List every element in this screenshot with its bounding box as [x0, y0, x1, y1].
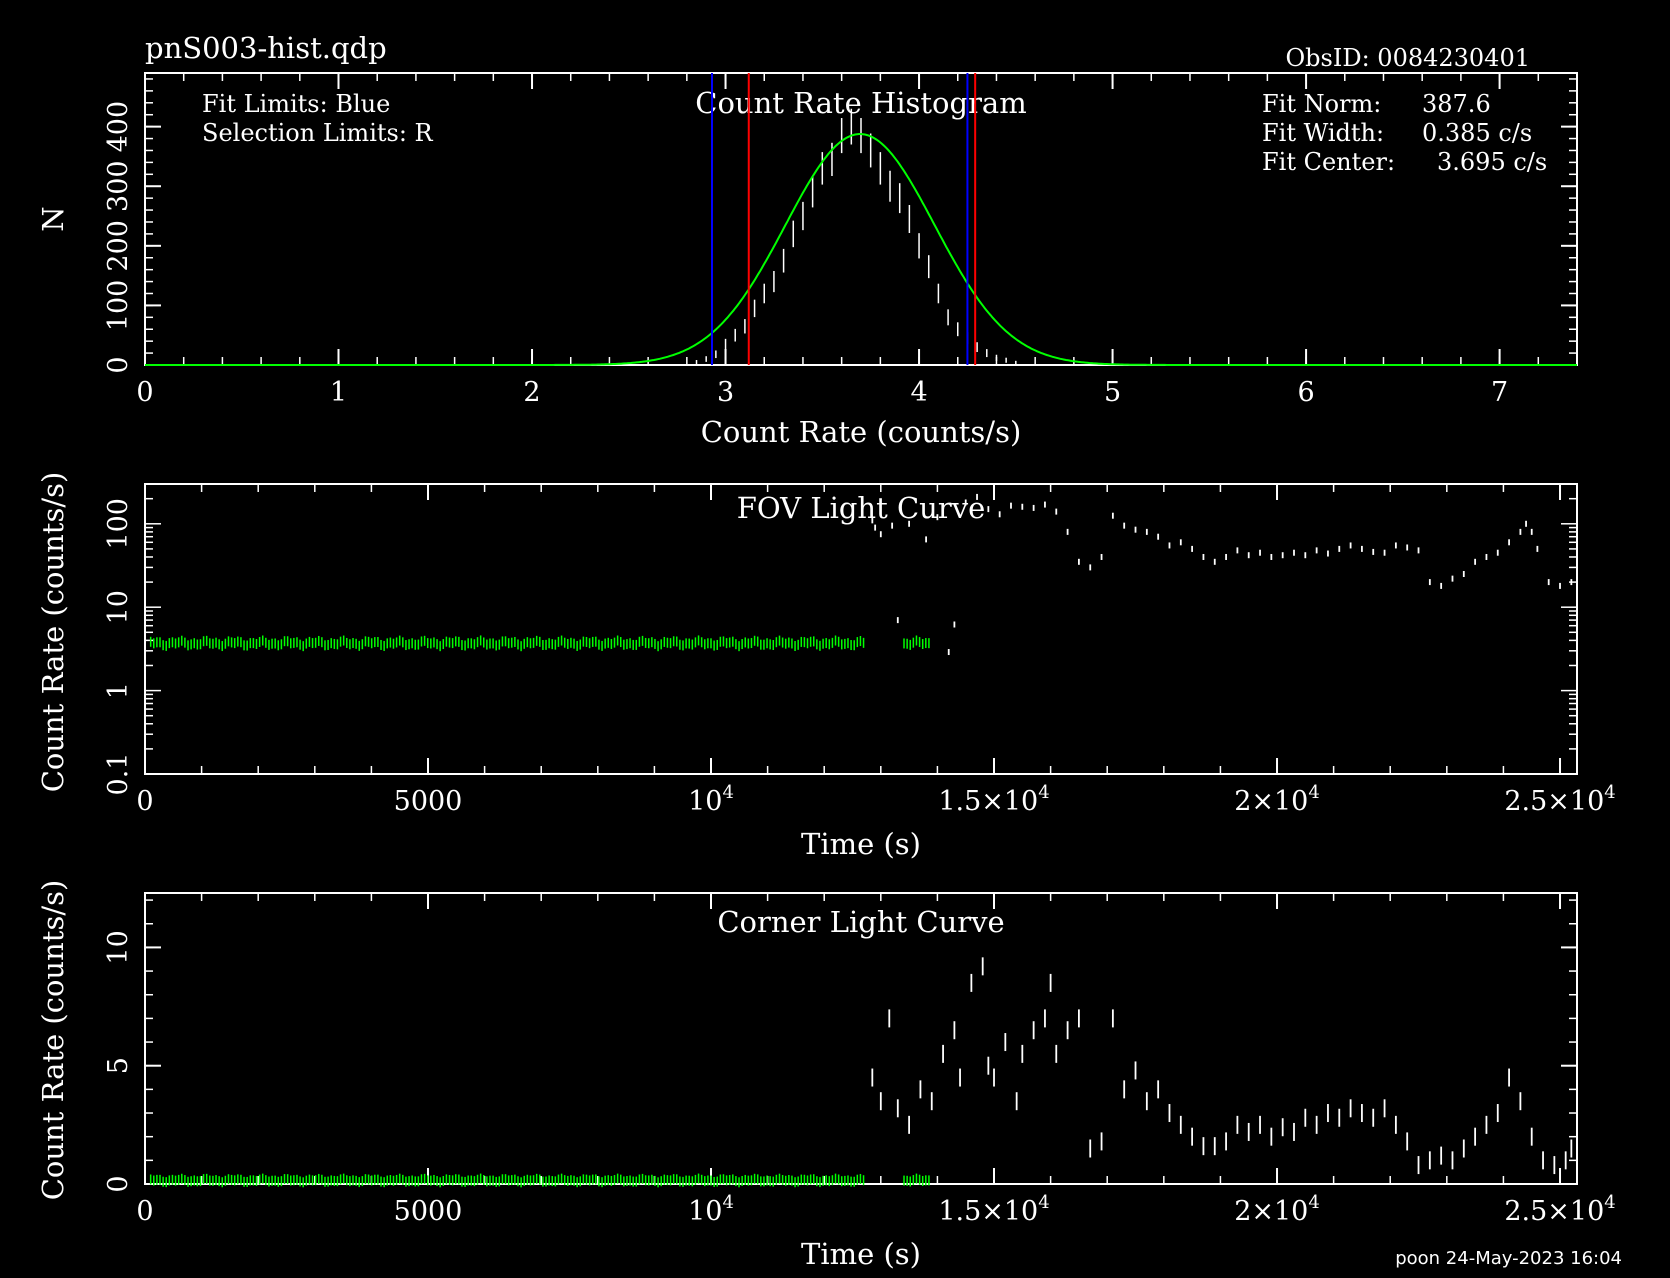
fit-width-label: Fit Width:	[1262, 119, 1384, 147]
fit-limits-note: Fit Limits: Blue	[202, 90, 390, 118]
plot-frame	[144, 892, 1578, 1185]
x-tick-label: 4	[910, 377, 927, 408]
x-tick-label: 0	[136, 1196, 153, 1227]
fit-norm-label: Fit Norm:	[1262, 90, 1381, 118]
x-tick-label: 5000	[394, 1196, 463, 1227]
x-tick-label: 5000	[394, 786, 463, 817]
y-tick-label: 1	[103, 682, 134, 699]
x-tick-label: 2.5×104	[1504, 782, 1615, 817]
x-tick-exponent: 4	[1038, 782, 1049, 803]
y-tick-label: 200	[103, 220, 134, 272]
x-tick-exponent: 4	[1604, 782, 1615, 803]
selection-limits-note: Selection Limits: R	[202, 119, 434, 147]
y-tick-label: 0	[103, 1175, 134, 1192]
histogram-panel: Count Rate Histogram Count Rate (counts/…	[36, 72, 1578, 449]
footer-stamp: poon 24-May-2023 16:04	[1395, 1248, 1622, 1269]
fit-center-label: Fit Center:	[1262, 148, 1395, 176]
x-tick-label: 104	[688, 1192, 734, 1227]
y-tick-label: 10	[103, 590, 134, 624]
histogram-title: Count Rate Histogram	[695, 86, 1026, 120]
fov-ylabel: Count Rate (counts/s)	[36, 472, 70, 793]
y-tick-label: 400	[103, 101, 134, 153]
plot-frame	[144, 483, 1578, 775]
corner-light-curve-panel: Corner Light Curve Time (s) Count Rate (…	[36, 880, 1616, 1271]
fov-xlabel: Time (s)	[801, 827, 921, 861]
x-tick-label: 5	[1104, 377, 1121, 408]
y-tick-label: 0.1	[103, 753, 134, 796]
corner-title: Corner Light Curve	[717, 905, 1004, 939]
x-tick-label: 0	[136, 786, 153, 817]
x-tick-exponent: 4	[722, 782, 733, 803]
histogram-ylabel: N	[36, 206, 70, 231]
fov-title: FOV Light Curve	[737, 491, 985, 525]
y-tick-label: 10	[103, 930, 134, 964]
x-tick-label: 2	[523, 377, 540, 408]
x-tick-exponent: 4	[1308, 782, 1319, 803]
x-tick-label: 1	[330, 377, 347, 408]
file-title: pnS003-hist.qdp	[145, 31, 387, 65]
gaussian-fit-line	[145, 133, 1577, 366]
y-tick-label: 100	[103, 498, 134, 550]
x-tick-exponent: 4	[722, 1192, 733, 1213]
fit-center-value: 3.695 c/s	[1437, 148, 1547, 176]
obsid-label: ObsID: 0084230401	[1286, 44, 1531, 72]
x-tick-label: 6	[1297, 377, 1314, 408]
x-tick-label: 1.5×104	[938, 782, 1049, 817]
y-tick-label: 0	[103, 356, 134, 373]
x-tick-label: 0	[136, 377, 153, 408]
x-tick-exponent: 4	[1038, 1192, 1049, 1213]
corner-xlabel: Time (s)	[801, 1237, 921, 1271]
plot-frame	[144, 72, 1578, 366]
fit-norm-value: 387.6	[1422, 90, 1491, 118]
x-tick-label: 7	[1491, 377, 1508, 408]
histogram-xlabel: Count Rate (counts/s)	[701, 415, 1022, 449]
x-tick-label: 3	[717, 377, 734, 408]
corner-ylabel: Count Rate (counts/s)	[36, 880, 70, 1201]
x-tick-label: 2.5×104	[1504, 1192, 1615, 1227]
fit-width-value: 0.385 c/s	[1422, 119, 1532, 147]
y-tick-label: 300	[103, 160, 134, 212]
x-tick-label: 2×104	[1234, 1192, 1320, 1227]
fov-light-curve-panel: FOV Light Curve Time (s) Count Rate (cou…	[36, 472, 1616, 861]
y-tick-label: 5	[103, 1057, 134, 1074]
x-tick-exponent: 4	[1604, 1192, 1615, 1213]
x-tick-exponent: 4	[1308, 1192, 1319, 1213]
x-tick-label: 1.5×104	[938, 1192, 1049, 1227]
x-tick-label: 2×104	[1234, 782, 1320, 817]
y-tick-label: 100	[103, 280, 134, 332]
